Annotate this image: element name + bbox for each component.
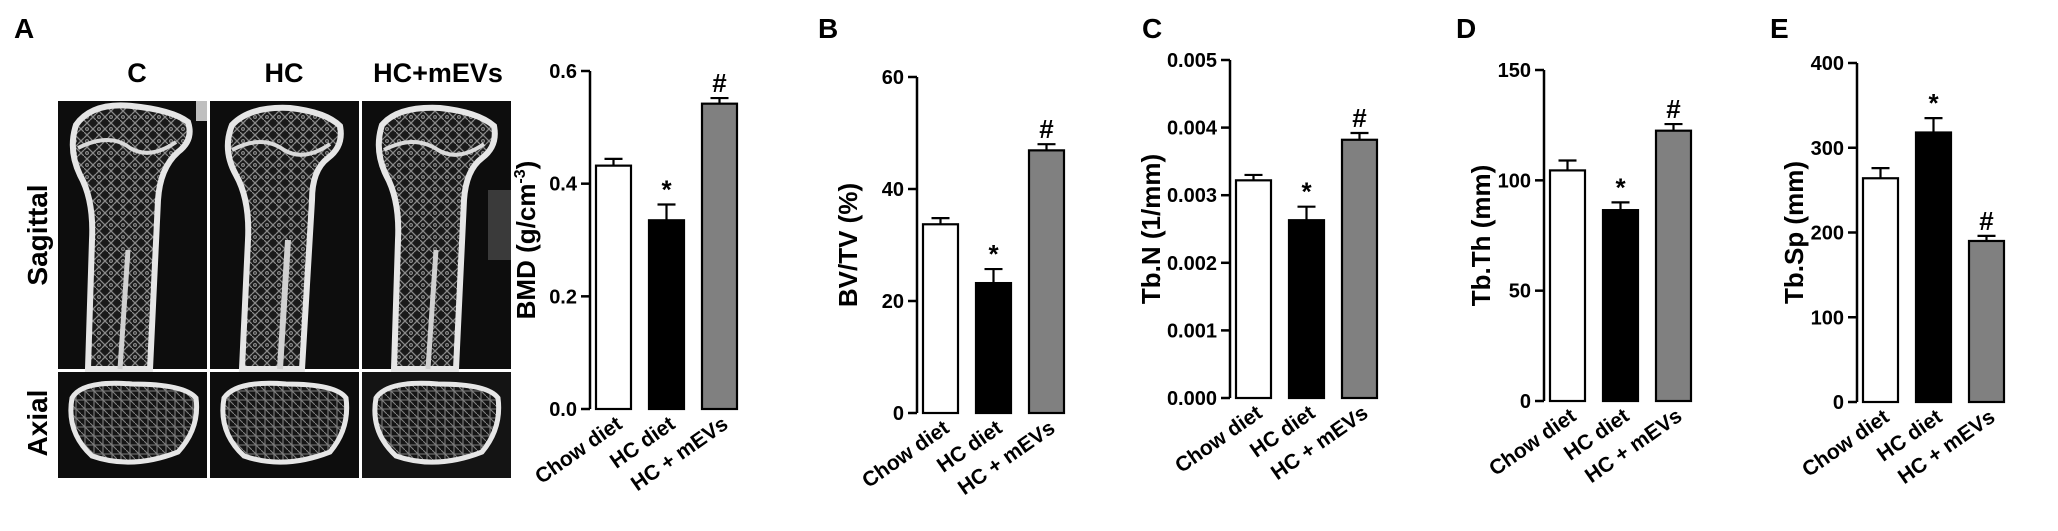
significance-mark-2: * [988,239,999,269]
y-tick-label: 0.002 [1167,253,1217,275]
significance-mark-2: * [661,175,672,205]
y-tick-label: 0.4 [549,174,578,196]
bar-2 [974,281,1013,415]
bar-3 [1654,129,1693,403]
y-tick-label: 200 [1811,223,1844,245]
y-tick-label: 60 [882,67,904,89]
bar-3 [1027,149,1066,415]
y-tick-label: 300 [1811,138,1844,160]
significance-mark-3: # [1039,114,1054,144]
bar-1 [1548,169,1587,403]
column-label-c: C [127,58,147,88]
chart-c: C 0.000 0.001 0.002 0.003 0.004 0.005 Tb.N (1/m… [1136,13,1379,485]
y-tick-label: 0.004 [1167,118,1218,140]
panel-letter-b: B [818,13,838,44]
y-tick-label: 0 [893,403,904,425]
significance-mark-3: # [712,68,727,98]
y-axis-label: BV/TV (%) [833,183,863,307]
y-tick-label: 40 [882,179,904,201]
axial-image-hc [210,372,359,478]
y-tick-label: 20 [882,291,904,313]
y-tick-label: 400 [1811,53,1844,75]
y-tick-label: 0.005 [1167,50,1217,72]
axial-image-hc-mevs [362,372,511,478]
panel-letter-e: E [1770,13,1789,44]
column-label-hc: HC [265,58,304,88]
significance-mark-3: # [1979,206,1994,236]
y-tick-label: 0.000 [1167,388,1217,410]
y-axis-label: BMD (g/cm-3) [511,161,541,320]
y-tick-label: 100 [1811,307,1844,329]
y-axis-label: Tb.Th (mm) [1466,165,1496,307]
significance-mark-3: # [1352,103,1367,133]
significance-mark-3: # [1666,94,1681,124]
bar-3 [700,102,739,411]
y-axis-label: Tb.N (1/mm) [1136,154,1166,304]
bar-1 [921,223,960,415]
y-axis-label: Tb.Sp (mm) [1779,161,1809,304]
significance-mark-2: * [1301,177,1312,207]
panel-letter-c: C [1142,13,1162,44]
y-tick-label: 0 [1520,391,1531,413]
panel-letter-d: D [1456,13,1476,44]
bar-1 [594,164,633,411]
y-tick-label: 0.6 [549,61,577,83]
y-tick-label: 0.003 [1167,185,1217,207]
bar-2 [1287,219,1326,400]
sagittal-image-hc [210,101,359,372]
bar-3 [1967,239,2006,404]
y-tick-label: 0.2 [549,286,577,308]
bar-2 [1914,131,1953,404]
bar-1 [1861,177,1900,404]
column-label-hc-mevs: HC+mEVs [373,58,503,88]
row-label-sagittal: Sagittal [22,184,53,285]
y-tick-label: 0 [1833,392,1844,414]
micro-ct-images [58,101,511,478]
y-tick-label: 150 [1498,60,1531,82]
bar-2 [1601,209,1640,403]
y-tick-label: 0.001 [1167,320,1217,342]
bar-3 [1340,138,1379,400]
sagittal-image-hc-mevs [362,101,511,372]
bar-1 [1234,179,1273,400]
axial-image-c [58,372,207,478]
row-label-axial: Axial [22,390,53,457]
significance-mark-2: * [1928,88,1939,118]
panel-a-letter: A [14,13,34,44]
sagittal-image-c [58,101,207,372]
bar-2 [647,219,686,411]
y-tick-label: 0.0 [549,399,577,421]
y-tick-label: 50 [1509,281,1531,303]
y-tick-label: 100 [1498,170,1531,192]
significance-mark-2: * [1615,172,1626,202]
